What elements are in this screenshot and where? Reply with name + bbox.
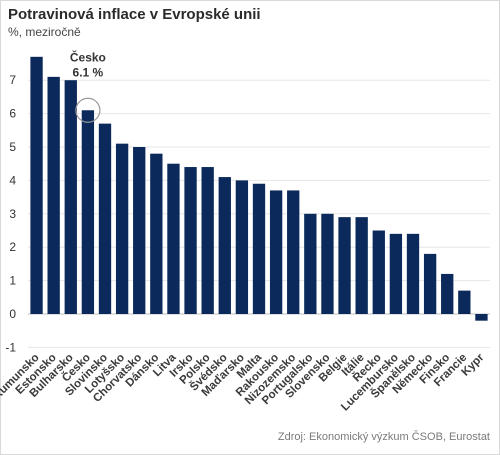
- bar: [184, 167, 197, 314]
- y-tick-label: -1: [5, 340, 16, 354]
- y-tick-label: 4: [9, 173, 16, 187]
- bar: [287, 190, 300, 314]
- bar: [252, 183, 266, 314]
- bar: [201, 167, 214, 314]
- annotation: Česko 6.1 %: [70, 49, 106, 123]
- bar: [30, 56, 43, 314]
- bar: [81, 110, 95, 314]
- bar: [304, 213, 317, 314]
- bar: [98, 123, 112, 315]
- y-tick-label: 3: [9, 207, 16, 221]
- bar: [269, 190, 283, 314]
- bar: [355, 217, 368, 314]
- bar: [47, 76, 60, 314]
- annotation-value: 6.1 %: [73, 65, 104, 79]
- annotation-circle: [75, 97, 101, 123]
- bar: [372, 230, 385, 314]
- y-axis-ticks: -1 0 1 2 3 4 5 6 7: [5, 73, 16, 354]
- chart-subtitle: %, meziročně: [8, 25, 81, 39]
- y-tick-label: 7: [9, 73, 16, 87]
- y-tick-label: 0: [9, 307, 16, 321]
- x-axis-labels: RumunskoEstonskoBulharskoČeskoSlovinskoL…: [0, 351, 487, 414]
- bar: [167, 163, 180, 314]
- bar: [321, 213, 334, 314]
- bar: [338, 217, 351, 314]
- bar: [218, 177, 231, 314]
- chart-title: Potravinová inflace v Evropské unii: [8, 6, 261, 23]
- y-tick-label: 1: [9, 274, 16, 288]
- bar: [150, 153, 163, 314]
- bar: [115, 143, 129, 314]
- bar: [235, 180, 249, 314]
- y-tick-label: 6: [9, 107, 16, 121]
- bar: [389, 233, 403, 314]
- bars: [30, 56, 488, 321]
- bar: [64, 80, 77, 314]
- bar: [406, 233, 420, 314]
- bar: [133, 147, 146, 314]
- bar: [423, 253, 437, 314]
- bar: [441, 273, 454, 314]
- annotation-label: Česko: [70, 49, 106, 64]
- source-note: Zdroj: Ekonomický výzkum ČSOB, Eurostat: [277, 431, 490, 443]
- bar: [458, 290, 471, 314]
- y-tick-label: 2: [9, 240, 16, 254]
- y-tick-label: 5: [9, 140, 16, 154]
- bar: [475, 314, 488, 321]
